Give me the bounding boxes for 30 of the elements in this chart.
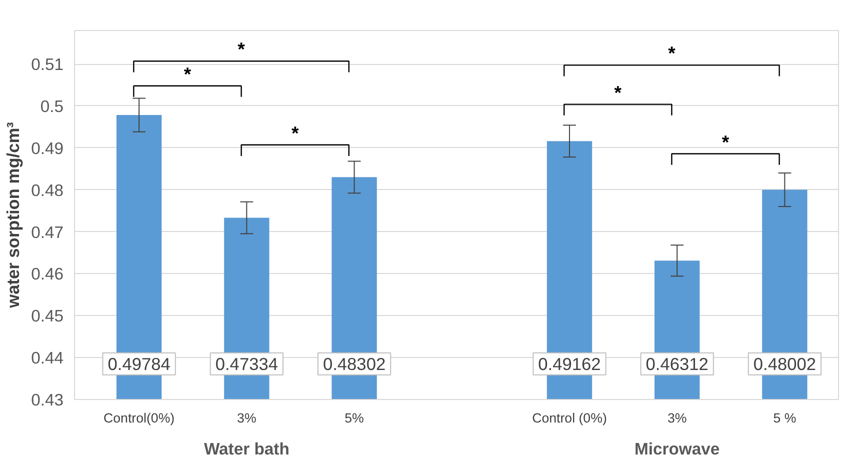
y-tick-label: 0.45 <box>31 306 64 326</box>
data-label: 0.46312 <box>646 354 708 374</box>
data-label: 0.48302 <box>322 354 386 374</box>
x-tick-label: Control (0%) <box>532 410 607 426</box>
annotation: * <box>668 42 676 64</box>
data-label: 0.49784 <box>108 354 171 374</box>
y-tick-label: 0.5 <box>40 96 64 116</box>
annotation: * <box>291 122 300 144</box>
data-label: 0.49162 <box>538 354 601 374</box>
text: Microwave <box>634 440 720 458</box>
annotation: * <box>184 63 192 84</box>
x-tick-label: 5 % <box>773 410 796 426</box>
y-tick-label: 0.49 <box>31 138 64 158</box>
y-tick-label: 0.46 <box>31 264 64 284</box>
y-axis-title: water sorption mg/cm³ <box>3 122 24 309</box>
x-tick-label: 5% <box>344 410 364 426</box>
annotation: * <box>722 131 730 152</box>
annotation: * <box>238 38 246 60</box>
x-tick-label: Control(0%) <box>104 410 175 426</box>
y-tick-label: 0.44 <box>31 348 64 368</box>
y-tick-label: 0.43 <box>31 390 64 410</box>
y-tick-label: 0.48 <box>31 180 64 200</box>
y-tick-label: 0.47 <box>31 222 64 242</box>
data-label: 0.48002 <box>753 354 816 374</box>
y-tick-label: 0.51 <box>31 55 64 74</box>
text: Water bath <box>204 440 290 458</box>
x-tick-label: 3% <box>667 410 687 426</box>
x-tick-label: 3% <box>237 410 256 426</box>
data-label: 0.47334 <box>215 354 278 374</box>
annotation: * <box>614 82 622 103</box>
